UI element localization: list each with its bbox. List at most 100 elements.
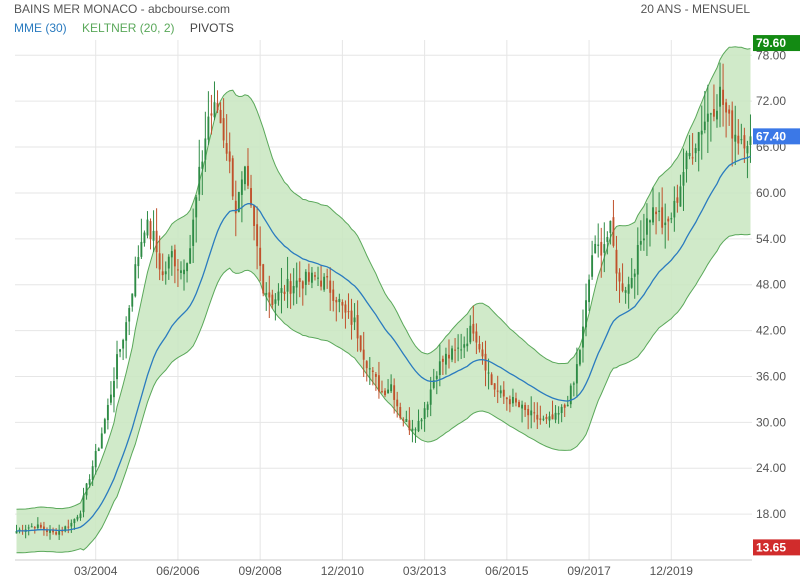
candle-body — [624, 290, 627, 293]
y-tick-label: 48.00 — [756, 278, 786, 292]
candle-body — [429, 389, 432, 405]
candle-body — [387, 389, 390, 394]
candle-body — [106, 404, 109, 421]
candle-body — [250, 188, 252, 206]
x-tick-label: 09/2008 — [238, 564, 282, 578]
candle-body — [746, 145, 749, 154]
candle-body — [569, 385, 572, 405]
chart-period: 20 ANS - MENSUEL — [640, 2, 750, 16]
candle-body — [58, 530, 61, 535]
candle-body — [679, 186, 682, 207]
candle-body — [140, 241, 143, 257]
candle-body — [390, 384, 393, 392]
candle-body — [143, 232, 146, 244]
candle-body — [100, 433, 103, 449]
y-tick-label: 60.00 — [756, 186, 786, 200]
candle-body — [344, 304, 347, 313]
candle-body — [487, 372, 490, 374]
candle-body — [295, 280, 298, 288]
candle-body — [170, 251, 173, 258]
candle-body — [691, 157, 694, 159]
candle-body — [582, 326, 584, 348]
y-tick-label: 42.00 — [756, 324, 786, 338]
candle-body — [603, 244, 606, 253]
candle-body — [490, 374, 493, 385]
candle-body — [161, 271, 164, 276]
candle-body — [198, 166, 201, 195]
candle-body — [243, 166, 246, 185]
candle-body — [505, 397, 508, 400]
candle-body — [265, 292, 268, 295]
candle-body — [630, 278, 633, 288]
candle-body — [594, 243, 597, 254]
candle-body — [700, 130, 703, 135]
legend-item-mme[interactable]: MME (30) — [14, 21, 67, 35]
y-tick-label: 18.00 — [756, 507, 786, 521]
legend-item-keltner[interactable]: KELTNER (20, 2) — [82, 21, 175, 35]
candle-body — [103, 419, 106, 433]
candle-body — [545, 416, 548, 420]
x-tick-label: 06/2015 — [485, 564, 529, 578]
candle-body — [146, 219, 149, 236]
candle-body — [320, 280, 323, 287]
candle-body — [310, 272, 313, 283]
candle-body — [658, 210, 661, 212]
candle-body — [396, 399, 399, 407]
candle-body — [39, 524, 42, 528]
candle-body — [466, 343, 469, 347]
candle-body — [149, 221, 152, 240]
candle-body — [639, 241, 642, 245]
candle-body — [454, 349, 457, 351]
x-tick-label: 12/2019 — [650, 564, 694, 578]
chart-title: BAINS MER MONACO - abcbourse.com — [14, 2, 231, 16]
candle-body — [323, 276, 326, 290]
candle-body — [213, 102, 216, 118]
candle-body — [408, 420, 411, 431]
candle-body — [91, 466, 94, 481]
candle-body — [204, 138, 207, 160]
candle-body — [685, 152, 688, 170]
high-price-badge-bg — [753, 35, 800, 52]
x-tick-label: 12/2010 — [321, 564, 365, 578]
candle-body — [298, 278, 301, 282]
candle-body — [201, 161, 204, 169]
candle-body — [661, 207, 664, 228]
x-tick-label: 03/2013 — [403, 564, 447, 578]
candle-body — [15, 530, 18, 534]
candle-body — [231, 158, 234, 197]
candle-body — [94, 451, 97, 468]
candle-body — [438, 361, 441, 376]
candle-body — [706, 113, 709, 122]
candle-body — [722, 89, 725, 105]
x-tick-label: 09/2017 — [567, 564, 611, 578]
candle-body — [435, 375, 438, 379]
keltner-lower-line — [16, 233, 751, 554]
candle-body — [712, 109, 715, 117]
candle-body — [271, 294, 274, 306]
candle-body — [527, 408, 530, 416]
candle-body — [694, 148, 697, 154]
candle-body — [55, 532, 58, 535]
candle-body — [64, 526, 67, 532]
candle-body — [560, 406, 563, 414]
candle-body — [283, 291, 286, 295]
candle-body — [97, 448, 100, 452]
candle-body — [183, 269, 185, 275]
candle-body — [137, 257, 140, 267]
candle-body — [256, 224, 259, 247]
candle-body — [73, 519, 76, 524]
mme-line — [16, 155, 751, 532]
y-tick-label: 30.00 — [756, 415, 786, 429]
candle-body — [377, 375, 380, 392]
legend-item-pivots[interactable]: PIVOTS — [189, 21, 234, 35]
low-price-badge-bg — [753, 539, 800, 556]
candle-body — [350, 310, 353, 325]
candle-body — [240, 179, 243, 195]
candle-body — [426, 404, 429, 410]
candle-body — [432, 380, 435, 388]
candle-body — [621, 283, 624, 291]
candle-body — [411, 428, 414, 431]
candle-body — [585, 300, 587, 328]
